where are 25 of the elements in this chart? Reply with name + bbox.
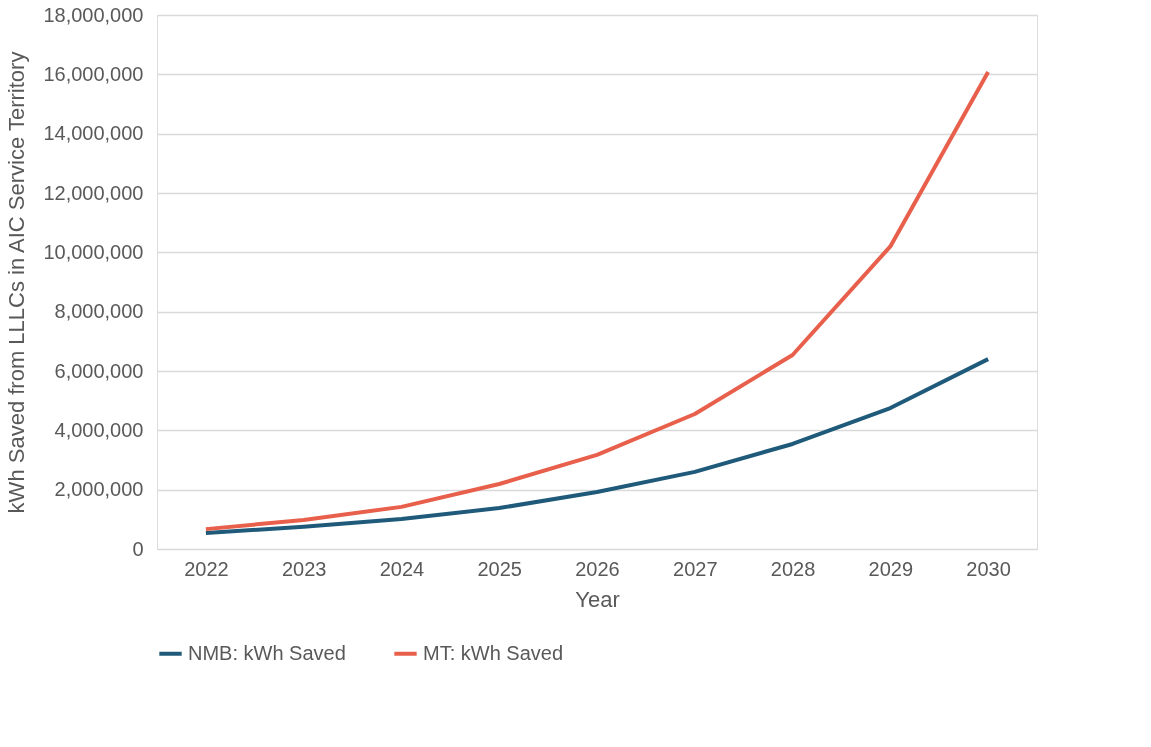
x-axis-title: Year (575, 586, 620, 612)
legend-label: MT: kWh Saved (423, 641, 564, 664)
x-tick-label: 2028 (770, 557, 816, 580)
x-tick-label: 2025 (477, 557, 522, 580)
x-tick-label: 2026 (575, 557, 620, 580)
y-tick-label: 18,000,000 (43, 3, 144, 26)
x-tick-label: 2022 (184, 557, 229, 580)
x-tick-label: 2023 (281, 557, 327, 580)
y-tick-label: 16,000,000 (43, 62, 144, 85)
x-tick-label: 2027 (673, 557, 718, 580)
line-series (203, 69, 991, 532)
y-tick-label: 4,000,000 (54, 418, 144, 441)
y-tick-label: 8,000,000 (54, 300, 144, 323)
legend-label: NMB: kWh Saved (188, 641, 346, 664)
line-series (203, 357, 991, 535)
x-tick-label: 2024 (379, 557, 425, 580)
y-tick-label: 2,000,000 (54, 478, 144, 501)
x-tick-label: 2029 (868, 557, 914, 580)
y-tick-label: 6,000,000 (54, 359, 144, 382)
x-tick-label: 2030 (966, 557, 1011, 580)
y-tick-label: 12,000,000 (43, 181, 144, 204)
y-axis-title: kWh Saved from LLLCs in AIC Service Territory (4, 51, 30, 514)
y-tick-label: 0 (132, 537, 144, 560)
y-tick-label: 14,000,000 (43, 122, 144, 145)
y-tick-label: 10,000,000 (43, 240, 144, 263)
